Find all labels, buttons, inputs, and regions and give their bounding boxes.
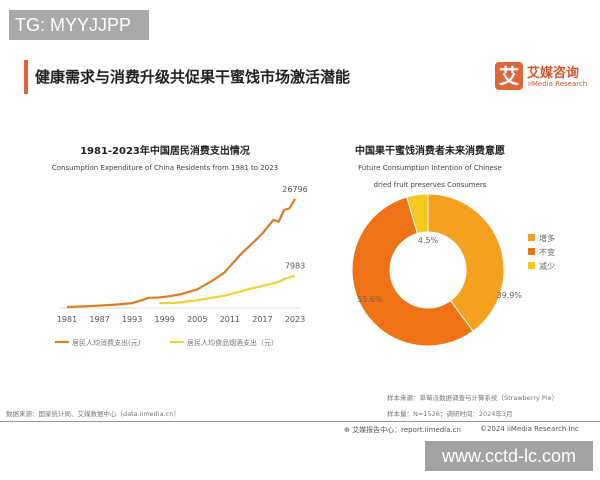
watermark-top: TG: MYYJJPP: [9, 10, 149, 40]
source-note: 数据来源：国家统计局、艾媒数据中心（data.iimedia.cn）: [6, 410, 180, 418]
watermark-bottom: www.cctd-lc.com: [425, 441, 593, 471]
end-label: 26796: [282, 185, 307, 194]
series-line-1: [159, 274, 296, 305]
legend-swatch: [528, 234, 535, 241]
legend-label: 居民人均消费支出(元): [72, 338, 141, 347]
report-center-text: 艾媒报告中心：report.iimedia.cn: [352, 426, 461, 434]
x-tick-label: 1999: [155, 315, 175, 324]
slice-label: 55.6%: [357, 295, 383, 304]
line-chart-title: 1981-2023年中国居民消费支出情况: [80, 146, 250, 157]
footer-divider: [0, 421, 600, 422]
logo-en: iiMedia Research: [528, 80, 588, 88]
page-title: 健康需求与消费升级共促果干蜜饯市场激活潜能: [35, 68, 351, 86]
x-tick-label: 2005: [187, 315, 207, 324]
slice-label: 4.5%: [418, 236, 439, 245]
x-tick-label: 1987: [89, 315, 109, 324]
donut-chart-title: 中国果干蜜饯消费者未来消费意愿: [355, 146, 505, 157]
donut-chart-subtitle: Future Consumption Intention of Chinese …: [358, 164, 502, 189]
line-chart-subtitle: Consumption Expenditure of China Residen…: [51, 164, 279, 172]
x-tick-label: 2017: [252, 315, 272, 324]
report-center: ⊕ 艾媒报告中心：report.iimedia.cn: [344, 426, 461, 434]
end-label: 7983: [285, 261, 305, 270]
donut-slice-不变: [351, 196, 474, 347]
series-line-0: [66, 198, 296, 309]
x-tick-label: 2023: [285, 315, 305, 324]
donut-chart: 39.9% 增多 55.6% 不变 4.5% 减少: [351, 193, 555, 347]
donut-slice-减少: [406, 193, 429, 235]
x-tick-label: 2011: [220, 315, 240, 324]
logo-cn: 艾媒咨询: [527, 66, 580, 81]
legend-label: 增多: [539, 233, 555, 243]
copyright: ©2024 iiMedia Research Inc: [480, 425, 579, 433]
legend-label: 居民人均食品烟酒支出（元）: [187, 338, 278, 347]
slice-label: 39.9%: [497, 291, 523, 300]
x-tick-label: 1981: [57, 315, 77, 324]
sample-source: 样本来源：草莓派数据调查与计算系统（Strawberry Pie）: [387, 394, 558, 402]
legend-label: 不变: [539, 247, 555, 257]
legend-swatch: [528, 262, 535, 269]
line-chart: 1981 1987 1993 1999 2005 2011 2017 2023 26796 居民人…: [55, 185, 308, 347]
x-tick-label: 1993: [122, 315, 142, 324]
sample-size: 样本量：N=1526；调研时间：2024年3月: [387, 410, 513, 418]
donut-slice-增多: [427, 193, 505, 332]
title-accent-bar: [24, 60, 28, 94]
legend-label: 减少: [539, 261, 555, 271]
logo-icon: 艾: [495, 62, 523, 90]
legend-swatch: [528, 248, 535, 255]
